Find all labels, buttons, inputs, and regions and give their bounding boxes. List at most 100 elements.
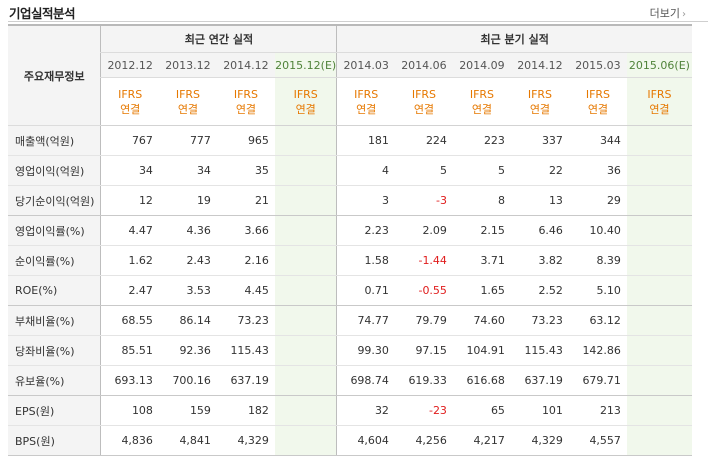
- data-cell: 1.58: [336, 245, 395, 276]
- data-cell: 4: [336, 155, 395, 186]
- data-cell: 2.16: [216, 245, 275, 276]
- table-row: 영업이익률(%) 4.47 4.36 3.66 2.23 2.09 2.15 6.46 10.4…: [8, 215, 692, 246]
- title-divider: [8, 21, 708, 22]
- data-cell: 36: [568, 155, 627, 186]
- period-header: 2015.03: [568, 52, 627, 78]
- row-label: EPS(원): [8, 395, 101, 426]
- data-cell: 19: [158, 185, 217, 216]
- data-cell: 68.55: [100, 305, 159, 336]
- basis-label-ifrs: IFRS: [647, 87, 672, 101]
- data-cell: 616.68: [452, 365, 511, 396]
- basis-label: IFRS 연결: [452, 77, 511, 126]
- data-cell: [626, 275, 692, 306]
- table-body: 매출액(억원) 767 777 965 181 224 223 337 344 영업이익(억원) 3…: [8, 125, 692, 456]
- basis-label-consolidated: 연결: [120, 102, 141, 116]
- period-header: 2014.06: [394, 52, 453, 78]
- data-cell: 965: [216, 125, 275, 156]
- data-cell: 213: [568, 395, 627, 426]
- data-cell: 679.71: [568, 365, 627, 396]
- period-header: 2015.12(E): [274, 52, 337, 78]
- data-cell: 3.53: [158, 275, 217, 306]
- data-cell: [274, 185, 337, 216]
- basis-label-ifrs: IFRS: [527, 87, 553, 101]
- data-cell: 637.19: [216, 365, 275, 396]
- data-cell: 115.43: [216, 335, 275, 366]
- data-cell: [274, 155, 337, 186]
- period-header: 2015.06(E): [626, 52, 692, 78]
- basis-label: IFRS 연결: [216, 77, 275, 126]
- data-cell: 6.46: [510, 215, 569, 246]
- table-row: ROE(%) 2.47 3.53 4.45 0.71 -0.55 1.65 2.52 5.10: [8, 275, 692, 306]
- row-label: 당기순이익(억원): [8, 185, 101, 216]
- data-cell: [274, 125, 337, 156]
- data-cell: 73.23: [510, 305, 569, 336]
- data-cell: 73.23: [216, 305, 275, 336]
- basis-label: IFRS 연결: [568, 77, 627, 126]
- basis-label-consolidated: 연결: [587, 102, 609, 116]
- data-cell: 21: [216, 185, 275, 216]
- data-cell: 74.77: [336, 305, 395, 336]
- data-cell: 693.13: [100, 365, 159, 396]
- data-cell: 32: [336, 395, 395, 426]
- data-cell: [274, 335, 337, 366]
- data-cell: 2.09: [394, 215, 453, 246]
- basis-label-consolidated: 연결: [356, 102, 377, 116]
- data-cell: 182: [216, 395, 275, 426]
- quarter-group-header: 최근 분기 실적: [336, 25, 692, 53]
- basis-label-consolidated: 연결: [295, 102, 316, 116]
- period-header: 2014.12: [216, 52, 275, 78]
- period-header: 2014.09: [452, 52, 511, 78]
- data-cell: 101: [510, 395, 569, 426]
- data-cell: 34: [158, 155, 217, 186]
- basis-label-ifrs: IFRS: [293, 87, 318, 101]
- basis-label-consolidated: 연결: [235, 102, 257, 116]
- more-link[interactable]: 더보기 ›: [650, 5, 686, 21]
- period-header: 2014.12: [510, 52, 569, 78]
- basis-label-ifrs: IFRS: [585, 87, 611, 101]
- data-cell: 29: [568, 185, 627, 216]
- data-cell: [274, 215, 337, 246]
- period-header: 2014.03: [336, 52, 395, 78]
- data-cell: 2.15: [452, 215, 511, 246]
- data-cell: [626, 245, 692, 276]
- data-cell: 115.43: [510, 335, 569, 366]
- annual-group-header: 최근 연간 실적: [100, 25, 337, 53]
- basis-label-consolidated: 연결: [177, 102, 199, 116]
- data-cell: [626, 185, 692, 216]
- data-cell: 1.62: [100, 245, 159, 276]
- data-cell: 700.16: [158, 365, 217, 396]
- data-cell: -1.44: [394, 245, 453, 276]
- data-cell: 10.40: [568, 215, 627, 246]
- more-label: 더보기: [649, 7, 680, 20]
- basis-label: IFRS 연결: [336, 77, 395, 126]
- data-cell: 63.12: [568, 305, 627, 336]
- data-cell: 337: [510, 125, 569, 156]
- data-cell: 3.71: [452, 245, 511, 276]
- data-cell: -3: [394, 185, 453, 216]
- data-cell: 8: [452, 185, 511, 216]
- table-row: 영업이익(억원) 34 34 35 4 5 5 22 36: [8, 155, 692, 186]
- row-header-label: 주요재무정보: [8, 25, 101, 126]
- data-cell: 3.66: [216, 215, 275, 246]
- basis-label-ifrs: IFRS: [118, 87, 143, 101]
- basis-label: IFRS 연결: [394, 77, 453, 126]
- basis-label: IFRS 연결: [626, 77, 692, 126]
- data-cell: 619.33: [394, 365, 453, 396]
- data-cell: 698.74: [336, 365, 395, 396]
- data-cell: [274, 395, 337, 426]
- basis-label-ifrs: IFRS: [175, 87, 201, 101]
- data-cell: -23: [394, 395, 453, 426]
- basis-label: IFRS 연결: [510, 77, 569, 126]
- data-cell: 2.52: [510, 275, 569, 306]
- basis-header-row: IFRS 연결 IFRS 연결 IFRS 연결 IFRS 연결 IFRS 연결 IFRS 연결 IFRS…: [8, 77, 692, 126]
- table-row: 매출액(억원) 767 777 965 181 224 223 337 344: [8, 125, 692, 156]
- data-cell: [626, 305, 692, 336]
- row-label: 부채비율(%): [8, 305, 101, 336]
- data-cell: 99.30: [336, 335, 395, 366]
- data-cell: 3.82: [510, 245, 569, 276]
- data-cell: [626, 395, 692, 426]
- data-cell: 97.15: [394, 335, 453, 366]
- data-cell: 142.86: [568, 335, 627, 366]
- data-cell: 1.65: [452, 275, 511, 306]
- row-label: 영업이익(억원): [8, 155, 101, 186]
